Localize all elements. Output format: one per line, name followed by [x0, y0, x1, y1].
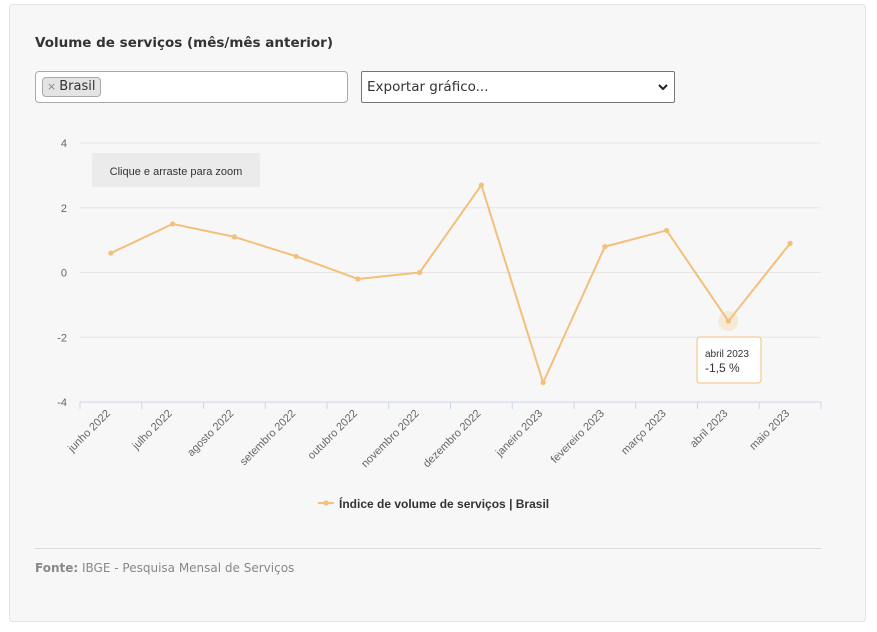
legend-label[interactable]: Índice de volume de serviços | Brasil — [339, 496, 549, 511]
x-tick-label: março 2023 — [619, 408, 669, 458]
x-tick-label: abril 2023 — [688, 408, 731, 451]
series-line-group[interactable] — [108, 182, 793, 386]
data-point[interactable] — [602, 244, 608, 250]
source-text: IBGE - Pesquisa Mensal de Serviços — [82, 561, 295, 575]
x-tick-label: maio 2023 — [747, 408, 792, 453]
line-chart[interactable]: 4 2 0 -2 -4 junho 2022 julho 2022 agosto 2022 s… — [25, 125, 845, 525]
x-tick-label: novembro 2022 — [359, 408, 422, 471]
zoom-hint-button[interactable]: Clique e arraste para zoom — [92, 153, 260, 187]
x-tick-label: junho 2022 — [65, 408, 113, 456]
x-axis-labels: junho 2022 julho 2022 agosto 2022 setembro … — [65, 408, 792, 471]
data-point[interactable] — [664, 227, 670, 234]
region-chip[interactable]: × Brasil — [42, 77, 102, 97]
tooltip-box — [696, 336, 762, 384]
data-point[interactable] — [231, 234, 237, 240]
y-axis: 4 2 0 -2 -4 — [57, 138, 67, 409]
y-tick-label: 0 — [61, 268, 67, 280]
x-tick-label: setembro 2022 — [238, 408, 298, 468]
remove-chip-icon[interactable]: × — [47, 80, 57, 93]
data-point[interactable] — [108, 250, 114, 256]
legend-marker-icon — [323, 500, 329, 506]
x-tick-label: julho 2022 — [130, 408, 175, 453]
y-tick-label: -2 — [57, 332, 67, 344]
legend[interactable]: Índice de volume de serviços | Brasil — [318, 496, 549, 511]
chevron-down-icon — [658, 84, 668, 91]
data-point[interactable] — [355, 276, 361, 282]
export-select-label: Exportar gráfico... — [367, 79, 489, 95]
source-note: Fonte: IBGE - Pesquisa Mensal de Serviço… — [35, 561, 294, 575]
chart-title: Volume de serviços (mês/mês anterior) — [35, 35, 333, 51]
source-label: Fonte: — [35, 561, 79, 575]
tooltip: abril 2023 -1,5 % — [696, 336, 762, 384]
tooltip-value: -1,5 % — [705, 361, 740, 375]
zoom-hint-text: Clique e arraste para zoom — [110, 166, 243, 178]
footer-divider — [35, 548, 821, 549]
series-line[interactable] — [110, 184, 791, 384]
region-chip-label: Brasil — [59, 79, 96, 94]
y-tick-label: 2 — [61, 203, 67, 215]
data-point[interactable] — [417, 269, 423, 276]
tooltip-label: abril 2023 — [705, 349, 749, 360]
data-point[interactable] — [170, 221, 176, 227]
data-point[interactable] — [540, 379, 546, 386]
y-tick-label: -4 — [57, 397, 67, 409]
data-point[interactable] — [293, 253, 299, 259]
data-point[interactable] — [725, 318, 731, 324]
y-tick-label: 4 — [61, 138, 67, 150]
region-select[interactable]: × Brasil — [35, 71, 348, 103]
x-axis — [79, 401, 822, 409]
x-tick-label: agosto 2022 — [185, 408, 236, 459]
grid-lines — [80, 142, 821, 338]
data-point[interactable] — [787, 240, 793, 246]
x-tick-label: fevereiro 2023 — [549, 408, 607, 466]
data-point[interactable] — [478, 182, 484, 188]
x-tick-label: janeiro 2023 — [493, 408, 545, 460]
export-chart-select[interactable]: Exportar gráfico... — [361, 71, 675, 103]
x-tick-label: dezembro 2022 — [421, 408, 484, 471]
x-tick-label: outubro 2022 — [306, 408, 360, 462]
